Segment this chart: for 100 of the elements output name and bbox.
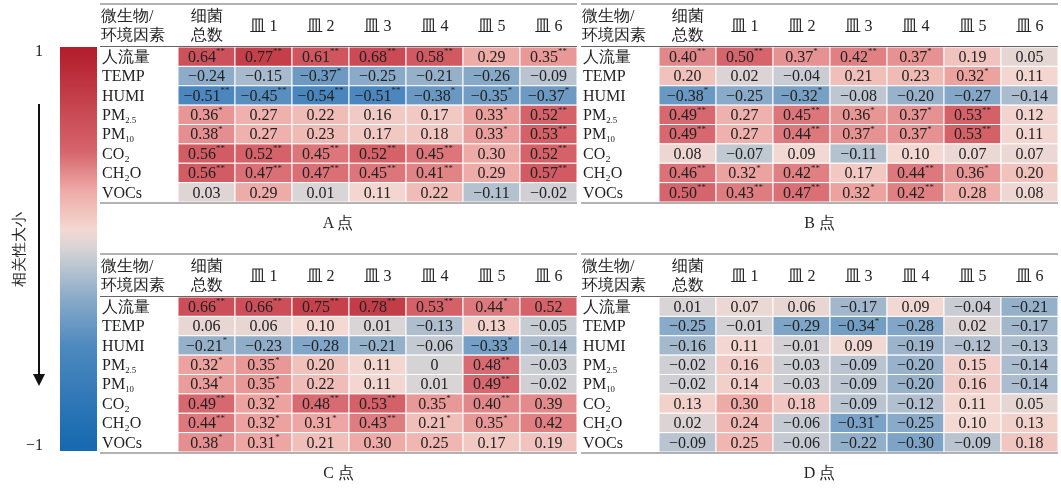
data-label: −0.35* xyxy=(470,85,513,104)
data-label: 0.20 xyxy=(306,356,335,374)
data-label: 0.44** xyxy=(783,123,820,143)
data-label: −0.33* xyxy=(470,335,513,354)
data-label: 0.08 xyxy=(673,144,702,162)
data-label: −0.20 xyxy=(896,356,935,374)
data-label: 0.42** xyxy=(897,182,934,201)
data-label: 0.05 xyxy=(1015,394,1044,412)
data-label: 0.17 xyxy=(477,433,506,451)
data-label: 0.02 xyxy=(958,317,987,335)
data-label: 0.29 xyxy=(477,164,506,182)
data-label: 0.35* xyxy=(418,393,451,412)
data-label: 0.44** xyxy=(188,412,225,432)
data-label: 0.11 xyxy=(363,375,392,393)
data-label: −0.25 xyxy=(896,414,935,432)
data-label: 0.27 xyxy=(249,125,278,143)
data-label: 0.32* xyxy=(728,162,761,182)
data-label: 0.27 xyxy=(249,106,278,124)
x-tick-label: 皿 4 xyxy=(420,266,449,284)
data-label: −0.08 xyxy=(839,86,878,104)
y-tick-label: HUMI xyxy=(102,86,145,104)
data-label: −0.19 xyxy=(896,336,935,354)
data-label: −0.06 xyxy=(782,433,821,451)
y-tick-label: HUMI xyxy=(102,336,145,354)
y-axis-title: 微生物/环境因素 xyxy=(582,7,646,44)
data-label: 0.75** xyxy=(302,296,339,315)
data-label: −0.25 xyxy=(668,317,707,335)
data-label: 0.68** xyxy=(359,46,396,65)
data-label: −0.14 xyxy=(1010,375,1049,393)
x-tick-label: 皿 3 xyxy=(844,266,873,284)
x-tick-label: 皿 2 xyxy=(787,16,816,34)
data-label: 0.06 xyxy=(192,317,221,335)
data-label: 0.31* xyxy=(247,432,280,451)
data-label: 0.56** xyxy=(188,143,225,162)
y-axis-title: 微生物/环境因素 xyxy=(101,257,165,294)
data-label: 0.25 xyxy=(730,433,759,451)
data-label: −0.24 xyxy=(187,67,226,85)
data-label: 0.53** xyxy=(954,123,991,143)
color-bar-label: 1 xyxy=(35,42,43,60)
data-label: −0.20 xyxy=(896,86,935,104)
data-label: 0.24 xyxy=(730,414,759,432)
data-label: 0.58** xyxy=(416,46,453,65)
data-label: −0.25 xyxy=(358,67,397,85)
data-label: 0.13 xyxy=(477,317,506,335)
data-label: 0.30 xyxy=(477,144,506,162)
data-label: 0.78** xyxy=(359,296,396,315)
y-tick-label: HUMI xyxy=(583,336,626,354)
x-tick-label: 皿 2 xyxy=(306,16,335,34)
x-tick-label: 皿 1 xyxy=(249,266,278,284)
y-axis-title: 微生物/环境因素 xyxy=(582,257,646,294)
y-tick-label: TEMP xyxy=(583,317,626,335)
data-label: 0.10 xyxy=(958,414,987,432)
data-label: 0.61** xyxy=(302,46,339,65)
y-tick-label: CH₂O xyxy=(102,414,142,432)
data-label: −0.29 xyxy=(782,317,821,335)
x-tick-label: 皿 5 xyxy=(477,266,506,284)
data-label: 0.32* xyxy=(190,354,223,374)
data-label: 0.17 xyxy=(844,164,873,182)
x-tick-label: 细菌总数 xyxy=(670,7,704,44)
data-label: 0.21* xyxy=(418,412,451,432)
data-label: −0.21 xyxy=(1010,297,1049,315)
data-label: −0.13 xyxy=(415,317,454,335)
data-label: −0.17 xyxy=(839,297,878,315)
data-label: −0.28 xyxy=(301,336,340,354)
data-label: −0.38* xyxy=(413,85,456,104)
data-label: −0.17 xyxy=(1010,317,1049,335)
y-tick-label: CO₂ xyxy=(102,394,130,412)
data-label: 0.01 xyxy=(306,183,335,201)
data-label: 0.49** xyxy=(669,104,706,124)
data-label: 0.35** xyxy=(530,46,567,65)
data-label: −0.03 xyxy=(782,356,821,374)
data-label: 0.53** xyxy=(530,123,567,143)
data-label: 0.29 xyxy=(249,183,278,201)
data-label: 0.11 xyxy=(730,336,759,354)
data-label: 0.22 xyxy=(420,183,449,201)
data-label: 0.17 xyxy=(420,106,449,124)
y-tick-label: TEMP xyxy=(102,317,145,335)
data-label: 0.01 xyxy=(420,375,449,393)
x-tick-label: 皿 4 xyxy=(901,266,930,284)
color-bar-label: −1 xyxy=(25,436,44,454)
data-label: −0.06 xyxy=(415,336,454,354)
y-tick-label: 人流量 xyxy=(102,297,150,315)
x-tick-label: 细菌总数 xyxy=(189,257,223,294)
data-label: 0.49** xyxy=(669,123,706,143)
y-tick-label: CH₂O xyxy=(583,164,623,182)
data-label: 0.66** xyxy=(188,296,225,315)
data-label: −0.37* xyxy=(299,65,342,85)
data-label: 0.01 xyxy=(673,297,702,315)
data-label: 0.28 xyxy=(958,183,987,201)
data-label: 0.45** xyxy=(302,143,339,162)
data-label: 0.16 xyxy=(363,106,392,124)
y-tick-label: VOCs xyxy=(102,433,143,451)
data-label: 0.11 xyxy=(363,183,392,201)
data-label: 0.35* xyxy=(475,412,508,432)
data-label: 0.41** xyxy=(416,162,453,182)
data-label: 0.01 xyxy=(363,317,392,335)
y-tick-label: 人流量 xyxy=(583,47,631,65)
x-tick-label: 皿 6 xyxy=(534,16,563,34)
data-label: 0.32* xyxy=(956,65,989,85)
data-label: 0.20 xyxy=(673,67,702,85)
